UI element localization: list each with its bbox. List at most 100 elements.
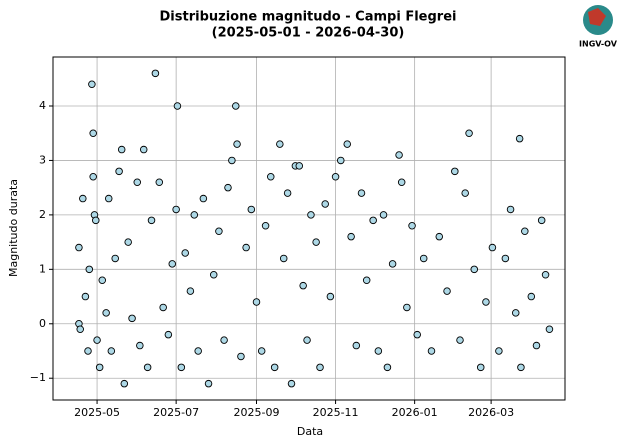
point	[172, 205, 180, 214]
point	[75, 243, 83, 252]
point	[408, 222, 416, 230]
point	[261, 222, 270, 230]
point	[102, 309, 110, 317]
point	[470, 265, 479, 274]
point	[232, 102, 240, 110]
x-tick-label: 2025-07	[153, 406, 199, 419]
x-tick-label: 2025-09	[234, 406, 280, 419]
y-tick-label: 2	[39, 208, 46, 221]
point	[220, 336, 228, 344]
point	[316, 363, 324, 372]
y-tick-label: −1	[30, 371, 46, 384]
point	[215, 227, 223, 235]
point	[312, 238, 320, 246]
point	[173, 102, 182, 110]
point	[233, 140, 241, 148]
x-axis-label: Data	[297, 425, 323, 438]
point	[139, 145, 148, 154]
point	[181, 249, 189, 257]
point	[283, 189, 292, 197]
point	[252, 298, 261, 306]
point	[532, 341, 541, 350]
point	[81, 292, 90, 301]
point	[95, 363, 104, 372]
point	[357, 189, 366, 197]
point	[257, 347, 266, 355]
point	[267, 173, 275, 181]
point	[128, 314, 136, 323]
point	[143, 363, 152, 372]
point	[276, 140, 284, 148]
point	[369, 216, 377, 225]
point	[495, 347, 503, 355]
point	[177, 363, 186, 372]
point	[465, 129, 473, 137]
plot-frame	[52, 56, 566, 401]
point	[190, 211, 199, 219]
point	[476, 363, 485, 372]
point	[124, 238, 132, 246]
point	[307, 211, 315, 219]
logo: INGV-OV	[579, 5, 617, 49]
point	[331, 173, 340, 181]
point	[337, 156, 345, 165]
point	[228, 156, 236, 165]
point	[517, 363, 525, 372]
point	[383, 363, 392, 372]
point	[352, 341, 361, 350]
point	[303, 336, 311, 344]
point	[151, 69, 160, 78]
point	[419, 254, 428, 263]
point	[270, 363, 279, 372]
point	[93, 336, 101, 344]
point	[295, 162, 304, 170]
y-axis-label: Magnitudo durata	[7, 179, 20, 277]
logo-text: INGV-OV	[579, 40, 617, 49]
point	[545, 325, 554, 333]
point	[397, 178, 406, 186]
point	[104, 194, 113, 203]
point	[89, 129, 97, 137]
point	[482, 298, 490, 306]
point	[413, 330, 421, 339]
point	[199, 194, 208, 203]
point	[537, 216, 546, 225]
point	[168, 260, 177, 268]
chart-title: Distribuzione magnitudo - Campi Flegrei	[160, 10, 457, 25]
point	[117, 145, 126, 154]
point	[159, 303, 167, 312]
point	[488, 243, 497, 252]
point	[194, 347, 202, 355]
point	[379, 211, 388, 219]
point	[115, 167, 123, 176]
point	[388, 260, 397, 268]
point	[461, 189, 469, 197]
logo-shape	[588, 8, 606, 26]
point	[209, 271, 218, 279]
point	[395, 151, 403, 159]
point	[326, 292, 335, 301]
point	[76, 325, 84, 333]
point	[98, 276, 107, 284]
point	[343, 140, 351, 148]
point	[451, 167, 459, 176]
point	[506, 205, 515, 214]
point	[186, 287, 195, 295]
point	[242, 243, 250, 252]
x-tick-label: 2025-05	[74, 406, 120, 419]
point	[111, 254, 119, 263]
point	[136, 341, 144, 350]
point	[204, 379, 213, 388]
y-tick-label: 4	[39, 99, 46, 112]
point	[521, 227, 529, 235]
point	[120, 379, 129, 388]
point	[403, 303, 411, 312]
point	[247, 205, 256, 214]
point	[224, 183, 232, 192]
point	[362, 276, 371, 284]
point	[164, 330, 173, 339]
point	[501, 254, 510, 263]
x-tick-label: 2026-01	[392, 406, 438, 419]
point	[79, 194, 87, 203]
